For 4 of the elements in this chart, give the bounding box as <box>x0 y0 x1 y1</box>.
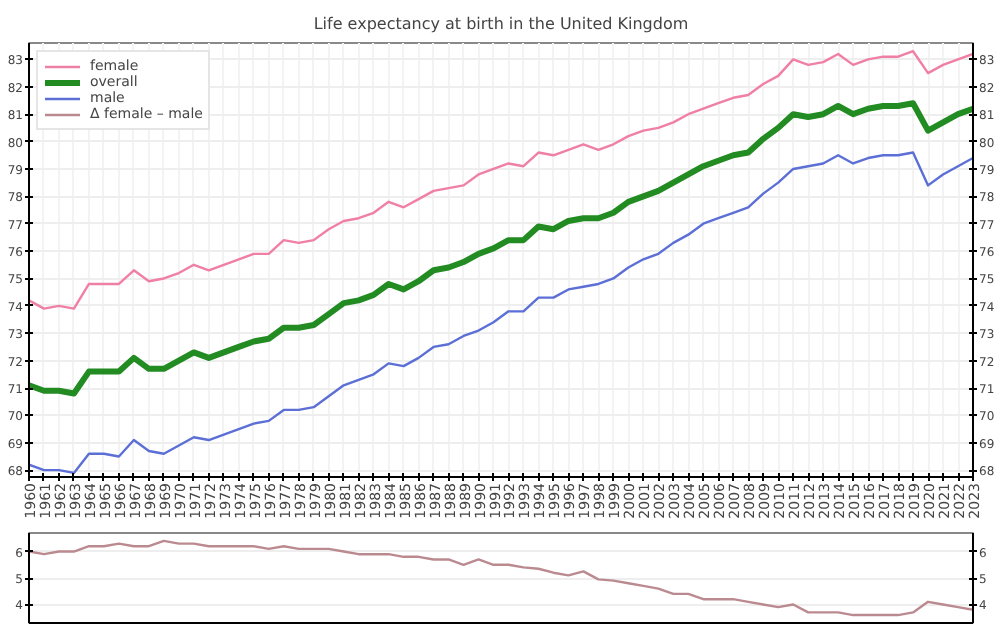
line-series <box>29 539 973 617</box>
line-series <box>29 100 973 397</box>
chart-title: Life expectancy at birth in the United Kingdom <box>313 15 689 33</box>
line-series <box>29 50 973 310</box>
